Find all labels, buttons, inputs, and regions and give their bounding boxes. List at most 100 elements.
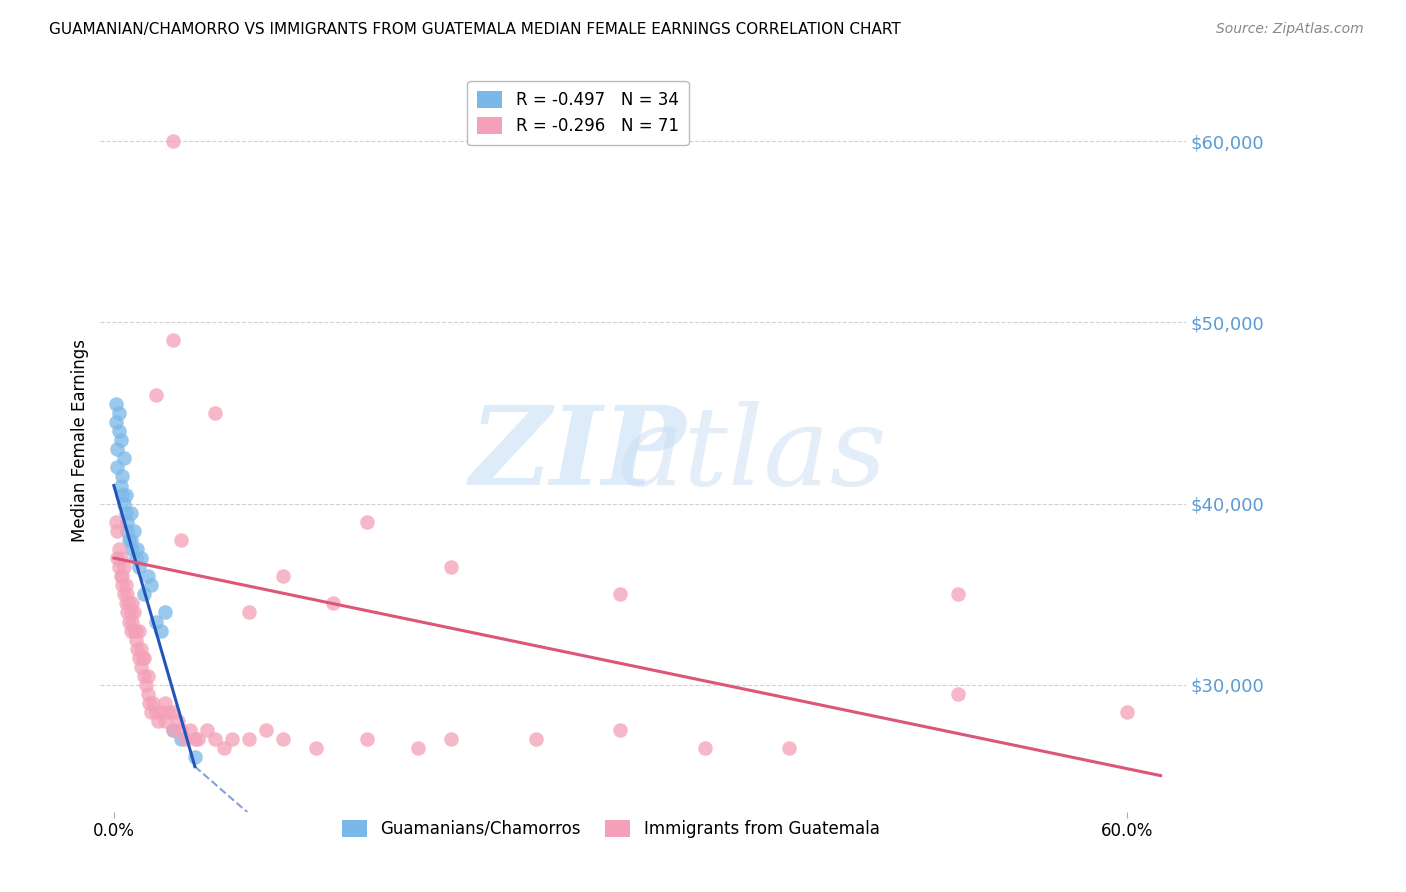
- Point: [946, 687, 969, 701]
- Point: [131, 650, 153, 665]
- Point: [108, 424, 131, 438]
- Point: [122, 524, 145, 538]
- Point: [105, 460, 128, 475]
- Point: [121, 596, 143, 610]
- Point: [136, 569, 159, 583]
- Point: [170, 732, 193, 747]
- Point: [238, 732, 260, 747]
- Point: [167, 714, 190, 729]
- Point: [150, 624, 173, 638]
- Point: [221, 732, 243, 747]
- Point: [114, 487, 136, 501]
- Point: [104, 397, 127, 411]
- Point: [114, 578, 136, 592]
- Text: atlas: atlas: [617, 401, 886, 508]
- Point: [128, 560, 150, 574]
- Point: [117, 515, 139, 529]
- Point: [120, 606, 142, 620]
- Point: [184, 750, 207, 764]
- Point: [156, 705, 179, 719]
- Point: [170, 533, 193, 547]
- Point: [110, 478, 132, 492]
- Point: [187, 732, 209, 747]
- Point: [142, 696, 165, 710]
- Point: [104, 415, 127, 429]
- Point: [118, 615, 141, 629]
- Point: [129, 660, 152, 674]
- Point: [110, 551, 132, 566]
- Point: [195, 723, 218, 738]
- Point: [138, 696, 160, 710]
- Point: [108, 560, 131, 574]
- Point: [946, 587, 969, 601]
- Point: [122, 606, 145, 620]
- Point: [136, 687, 159, 701]
- Point: [356, 515, 378, 529]
- Point: [110, 569, 132, 583]
- Text: GUAMANIAN/CHAMORRO VS IMMIGRANTS FROM GUATEMALA MEDIAN FEMALE EARNINGS CORRELATI: GUAMANIAN/CHAMORRO VS IMMIGRANTS FROM GU…: [49, 22, 901, 37]
- Text: ZIP: ZIP: [470, 401, 686, 508]
- Point: [120, 533, 142, 547]
- Point: [356, 732, 378, 747]
- Point: [121, 615, 143, 629]
- Point: [125, 624, 148, 638]
- Point: [524, 732, 547, 747]
- Y-axis label: Median Female Earnings: Median Female Earnings: [72, 339, 89, 541]
- Point: [120, 624, 142, 638]
- Point: [162, 334, 184, 348]
- Point: [609, 587, 631, 601]
- Point: [105, 524, 128, 538]
- Point: [111, 469, 134, 483]
- Point: [145, 615, 167, 629]
- Point: [162, 723, 184, 738]
- Point: [406, 741, 429, 756]
- Point: [112, 587, 135, 601]
- Point: [122, 624, 145, 638]
- Point: [118, 596, 141, 610]
- Point: [305, 741, 328, 756]
- Point: [212, 741, 235, 756]
- Point: [105, 551, 128, 566]
- Point: [153, 696, 176, 710]
- Point: [440, 560, 463, 574]
- Point: [162, 134, 184, 148]
- Point: [120, 506, 142, 520]
- Point: [136, 669, 159, 683]
- Point: [1115, 705, 1137, 719]
- Point: [110, 433, 132, 447]
- Point: [129, 641, 152, 656]
- Point: [118, 533, 141, 547]
- Point: [111, 487, 134, 501]
- Point: [134, 587, 156, 601]
- Point: [125, 551, 148, 566]
- Point: [146, 714, 169, 729]
- Point: [162, 705, 184, 719]
- Point: [254, 723, 277, 738]
- Point: [139, 578, 162, 592]
- Point: [112, 451, 135, 466]
- Point: [117, 587, 139, 601]
- Point: [440, 732, 463, 747]
- Point: [111, 569, 134, 583]
- Point: [153, 714, 176, 729]
- Point: [127, 541, 149, 556]
- Point: [128, 624, 150, 638]
- Point: [204, 406, 226, 420]
- Point: [108, 406, 131, 420]
- Point: [112, 560, 135, 574]
- Point: [271, 569, 294, 583]
- Point: [104, 515, 127, 529]
- Point: [145, 705, 167, 719]
- Point: [127, 641, 149, 656]
- Point: [238, 606, 260, 620]
- Point: [111, 578, 134, 592]
- Point: [322, 596, 344, 610]
- Point: [153, 606, 176, 620]
- Point: [105, 442, 128, 457]
- Point: [139, 705, 162, 719]
- Point: [117, 606, 139, 620]
- Point: [271, 732, 294, 747]
- Point: [117, 524, 139, 538]
- Point: [134, 650, 156, 665]
- Point: [145, 388, 167, 402]
